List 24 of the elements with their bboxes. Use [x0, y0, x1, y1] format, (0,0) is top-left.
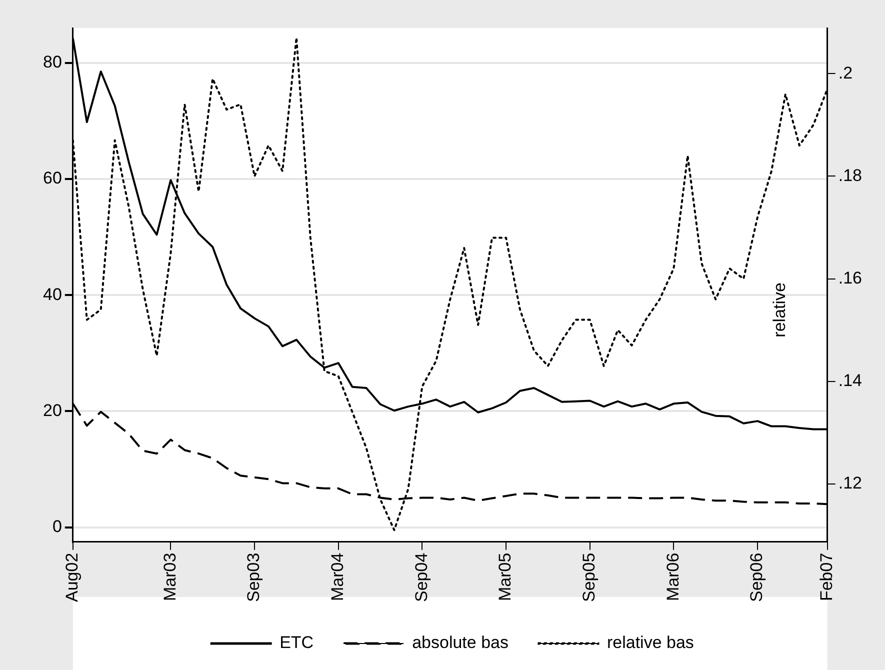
x-tick-label: Sep04: [412, 552, 431, 602]
y-tick-label: 60: [42, 168, 62, 188]
y2-tick-label: .18: [838, 166, 862, 185]
x-tick-label: Mar06: [663, 552, 682, 602]
x-tick-label: Mar05: [496, 552, 515, 602]
legend-label: relative bas: [606, 633, 694, 652]
x-tick-label: Sep05: [580, 552, 599, 602]
y-tick-label: 0: [52, 517, 62, 536]
x-tick-label: Sep06: [747, 552, 766, 602]
x-tick-label: Feb07: [817, 552, 836, 602]
y2-axis-title: relative: [770, 282, 790, 338]
y2-tick-label: .16: [838, 268, 862, 288]
x-tick-label: Aug02: [62, 552, 82, 602]
x-tick-label: Mar04: [328, 552, 348, 602]
x-tick-label: Sep03: [244, 552, 264, 602]
y2-tick-label: .2: [838, 63, 853, 82]
legend-label: ETC: [280, 633, 314, 652]
y2-tick-label: .12: [838, 474, 862, 493]
x-tick-label: Mar03: [160, 552, 180, 602]
legend-label: absolute bas: [412, 633, 508, 652]
y2-tick-label: .14: [838, 371, 862, 390]
y-tick-label: 20: [42, 400, 62, 420]
y-tick-label: 40: [42, 284, 62, 304]
y-tick-label: 80: [42, 52, 62, 72]
